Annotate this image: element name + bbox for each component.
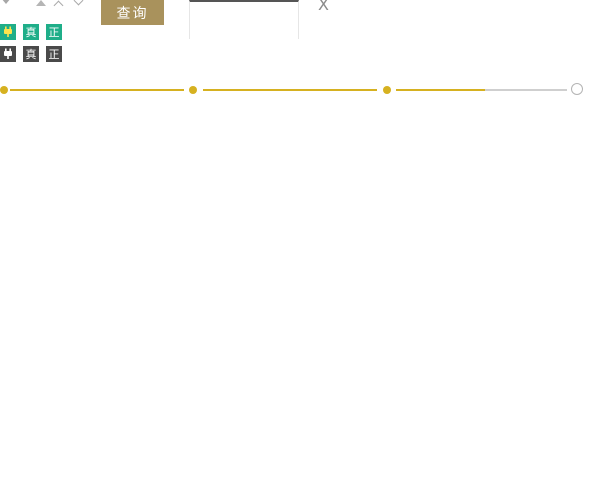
zheng-icon[interactable]: 正 xyxy=(46,24,62,40)
step-progress xyxy=(0,82,600,98)
tab-panel[interactable] xyxy=(189,0,299,39)
plug-icon[interactable] xyxy=(0,46,16,62)
step-connector-2 xyxy=(203,89,377,91)
step-connector-3-remaining xyxy=(485,89,567,91)
sort-down-icon[interactable] xyxy=(1,0,11,4)
step-dot-1[interactable] xyxy=(0,86,8,94)
zhen-icon[interactable]: 真 xyxy=(23,46,39,62)
step-connector-3-done xyxy=(396,89,485,91)
sort-up-icon[interactable] xyxy=(36,0,46,6)
icon-row-inactive: 真 正 xyxy=(0,46,62,62)
chevron-up-icon[interactable] xyxy=(53,0,64,11)
icon-row-active: 真 正 xyxy=(0,24,62,40)
chevron-down-icon[interactable] xyxy=(73,0,84,6)
zhen-icon[interactable]: 真 xyxy=(23,24,39,40)
step-dot-3[interactable] xyxy=(383,86,391,94)
step-dot-2[interactable] xyxy=(189,86,197,94)
plug-icon[interactable] xyxy=(0,24,16,40)
step-connector-1 xyxy=(10,89,184,91)
query-button[interactable]: 查询 xyxy=(101,0,164,25)
close-icon[interactable]: X xyxy=(318,0,329,14)
zheng-icon[interactable]: 正 xyxy=(46,46,62,62)
step-dot-4[interactable] xyxy=(571,83,583,95)
